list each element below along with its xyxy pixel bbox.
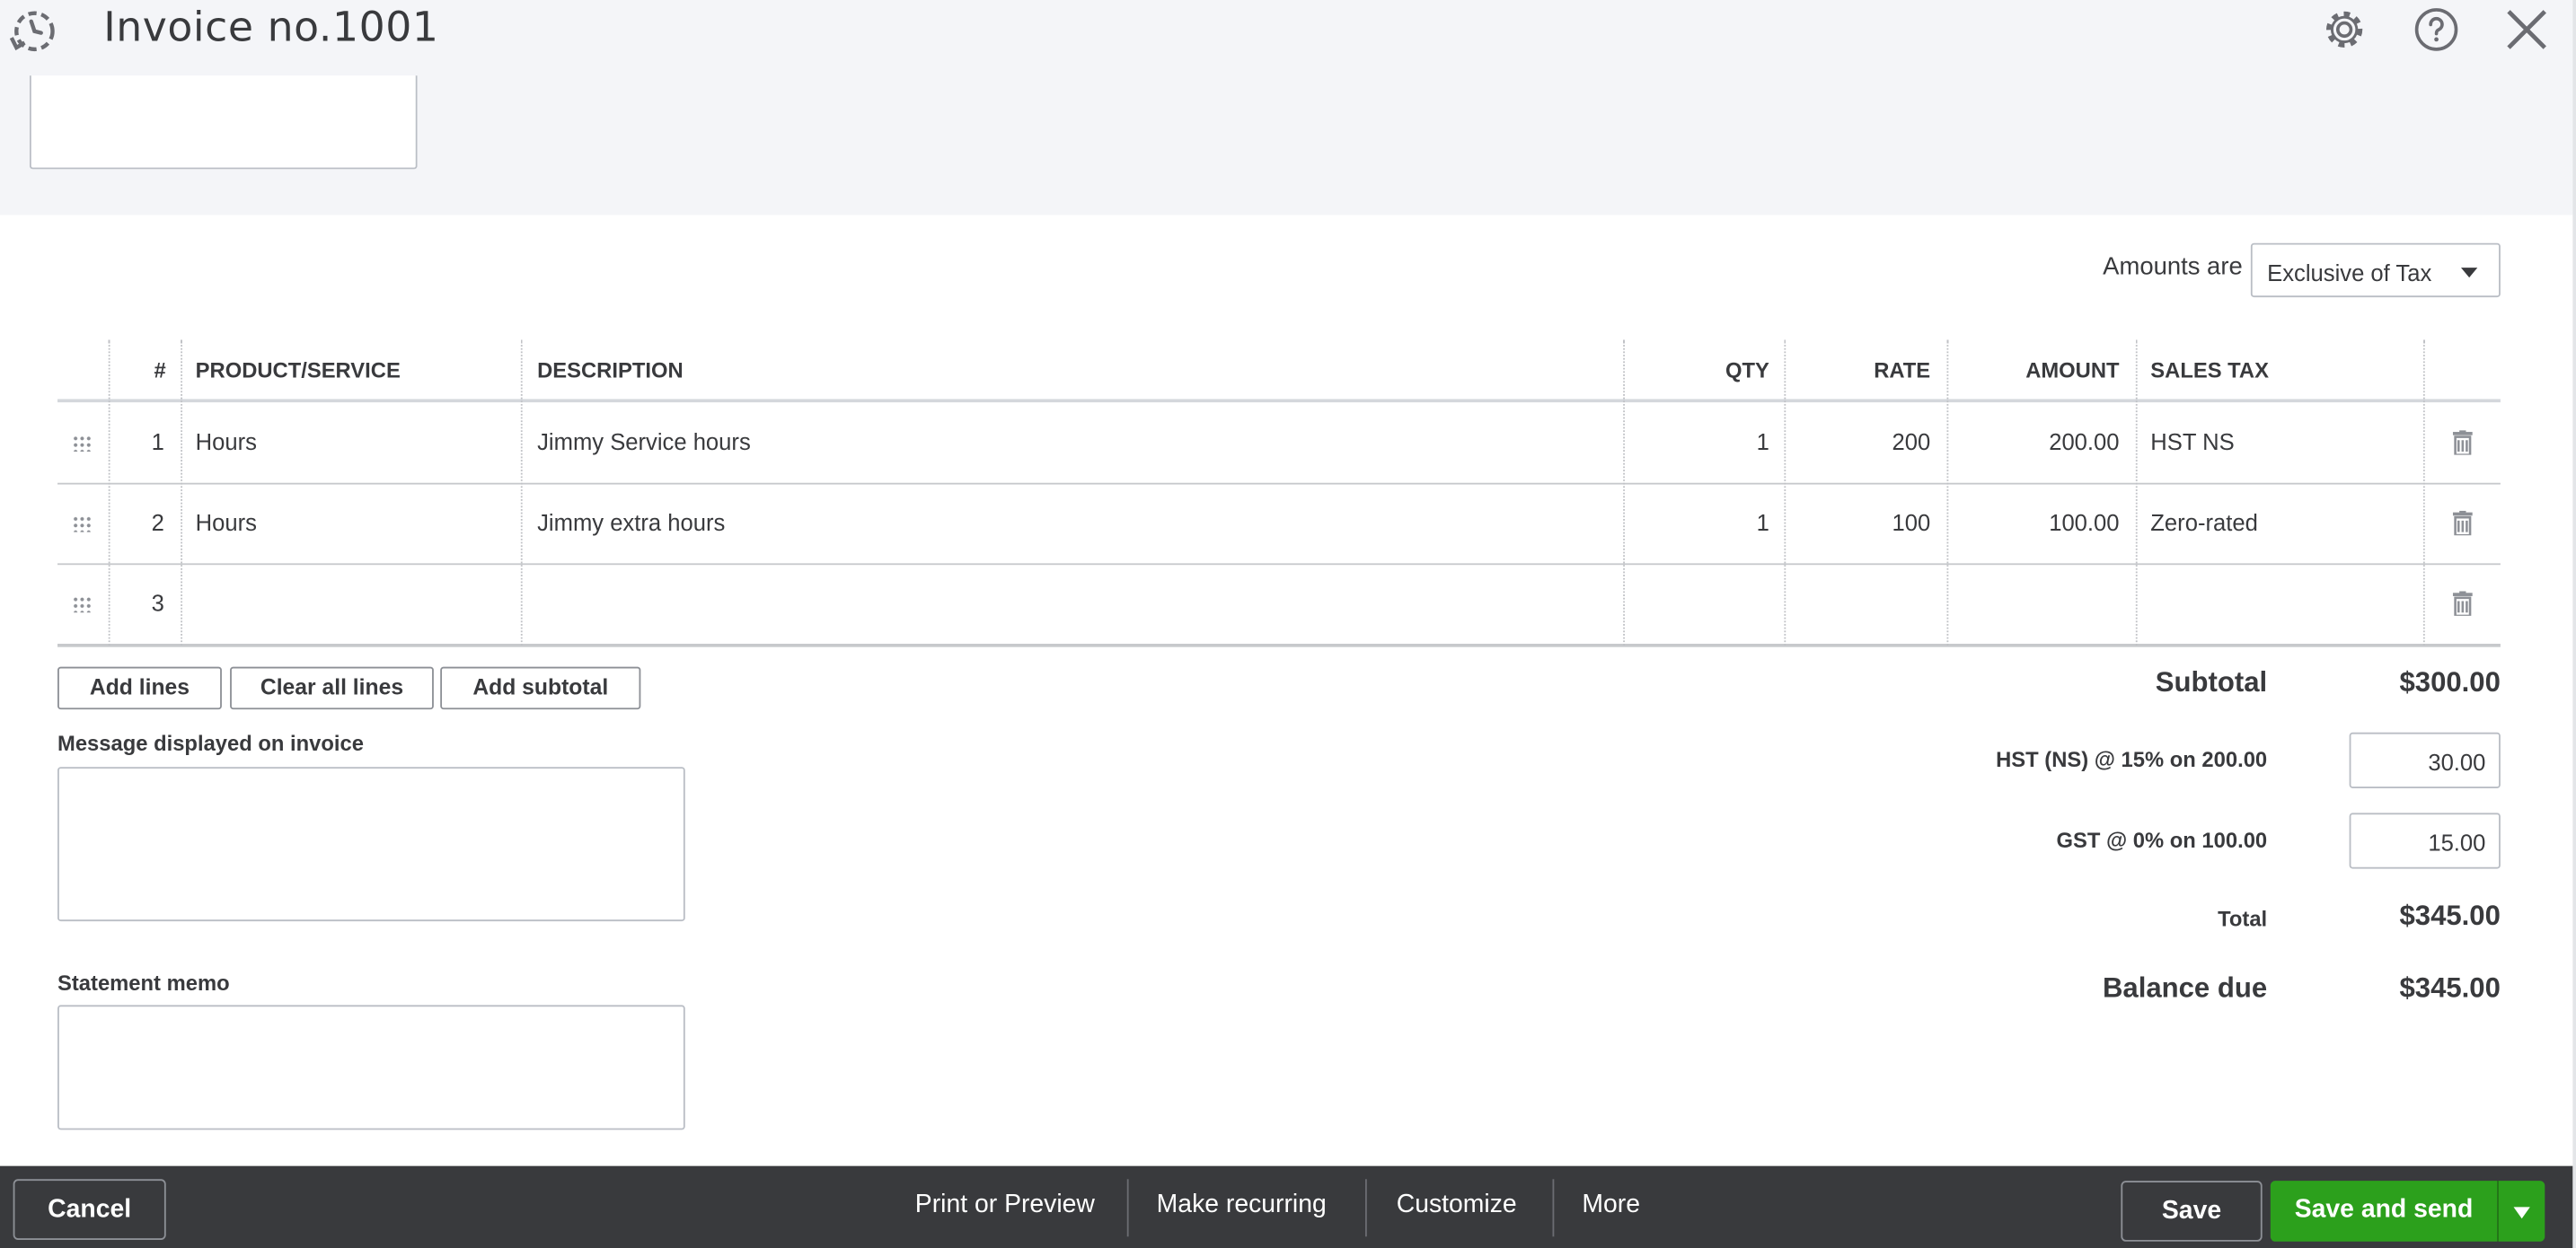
close-icon[interactable] (2504, 6, 2550, 52)
col-header-product: PRODUCT/SERVICE (195, 357, 401, 383)
amount-cell[interactable]: 100.00 (2049, 509, 2120, 536)
save-and-send-button[interactable]: Save and send (2270, 1181, 2498, 1242)
col-divider (520, 339, 523, 646)
billing-address-field[interactable] (29, 75, 418, 170)
chevron-down-icon (2513, 1207, 2530, 1219)
add-lines-button[interactable]: Add lines (57, 666, 222, 710)
gear-icon[interactable] (2322, 6, 2368, 52)
statement-memo-label: Statement memo (57, 970, 230, 996)
col-header-rate: RATE (1874, 357, 1931, 383)
col-divider (181, 339, 183, 646)
scrollbar[interactable] (2572, 0, 2576, 1248)
total-label: Total (2218, 906, 2268, 932)
row-number: 2 (151, 509, 164, 536)
drag-handle-icon[interactable] (72, 435, 93, 453)
add-subtotal-button[interactable]: Add subtotal (440, 666, 641, 710)
col-divider (1946, 339, 1949, 646)
page-title: Invoice no.1001 (103, 3, 439, 51)
rate-cell[interactable]: 100 (1892, 509, 1931, 536)
product-cell[interactable]: Hours (195, 509, 257, 536)
header-bar (0, 0, 2573, 215)
statement-memo-textarea[interactable] (57, 1005, 685, 1130)
col-header-description: DESCRIPTION (537, 357, 684, 383)
description-cell[interactable]: Jimmy extra hours (537, 509, 726, 536)
col-header-number: # (154, 357, 166, 383)
row-divider (57, 644, 2501, 647)
amounts-are-value: Exclusive of Tax (2267, 259, 2432, 286)
amounts-are-label: Amounts are (2103, 252, 2243, 281)
sales-tax-cell[interactable]: HST NS (2150, 428, 2235, 455)
amounts-are-select[interactable]: Exclusive of Tax (2250, 242, 2501, 298)
trash-icon[interactable] (2452, 510, 2473, 536)
footer-divider (1126, 1179, 1129, 1237)
gst-amount-input[interactable]: 15.00 (2349, 813, 2501, 869)
drag-handle-icon[interactable] (72, 515, 93, 532)
save-button[interactable]: Save (2121, 1181, 2263, 1242)
qty-cell[interactable]: 1 (1756, 428, 1769, 455)
description-cell[interactable]: Jimmy Service hours (537, 428, 751, 455)
subtotal-value: $300.00 (2399, 666, 2501, 699)
row-divider (57, 482, 2501, 485)
cancel-button[interactable]: Cancel (13, 1179, 166, 1240)
hst-amount-input[interactable]: 30.00 (2349, 732, 2501, 788)
chevron-down-icon (2460, 268, 2478, 278)
col-header-sales-tax: SALES TAX (2150, 357, 2269, 383)
customize-link[interactable]: Customize (1396, 1191, 1517, 1219)
product-cell[interactable]: Hours (195, 428, 257, 455)
sales-tax-cell[interactable]: Zero-rated (2150, 509, 2258, 536)
recent-transactions-icon[interactable] (8, 6, 57, 56)
clear-all-lines-button[interactable]: Clear all lines (230, 666, 434, 710)
balance-due-value: $345.00 (2399, 971, 2501, 1004)
footer-divider (1552, 1179, 1555, 1237)
help-icon[interactable] (2413, 6, 2459, 52)
rate-cell[interactable]: 200 (1892, 428, 1931, 455)
hst-label: HST (NS) @ 15% on 200.00 (1996, 747, 2268, 772)
save-options-dropdown[interactable] (2497, 1181, 2545, 1242)
col-divider (1784, 339, 1786, 646)
col-header-qty: QTY (1725, 357, 1769, 383)
message-textarea[interactable] (57, 767, 685, 922)
subtotal-label: Subtotal (2155, 666, 2268, 699)
footer-divider (1364, 1179, 1367, 1237)
col-divider (1623, 339, 1625, 646)
row-divider (57, 563, 2501, 566)
footer-bar (0, 1165, 2573, 1248)
qty-cell[interactable]: 1 (1756, 509, 1769, 536)
gst-label: GST @ 0% on 100.00 (2056, 827, 2268, 853)
row-number: 3 (151, 589, 164, 616)
message-label: Message displayed on invoice (57, 730, 364, 756)
col-divider (2135, 339, 2138, 646)
table-header-divider (57, 399, 2501, 403)
more-link[interactable]: More (1582, 1191, 1641, 1219)
row-number: 1 (151, 428, 164, 455)
total-value: $345.00 (2399, 900, 2501, 932)
col-divider (2422, 339, 2425, 646)
col-divider (108, 339, 110, 646)
col-header-amount: AMOUNT (2025, 357, 2120, 383)
balance-due-label: Balance due (2102, 971, 2268, 1004)
make-recurring-link[interactable]: Make recurring (1156, 1191, 1327, 1219)
trash-icon[interactable] (2452, 591, 2473, 616)
amount-cell[interactable]: 200.00 (2049, 428, 2120, 455)
print-preview-link[interactable]: Print or Preview (914, 1191, 1095, 1219)
trash-icon[interactable] (2452, 430, 2473, 455)
drag-handle-icon[interactable] (72, 595, 93, 613)
